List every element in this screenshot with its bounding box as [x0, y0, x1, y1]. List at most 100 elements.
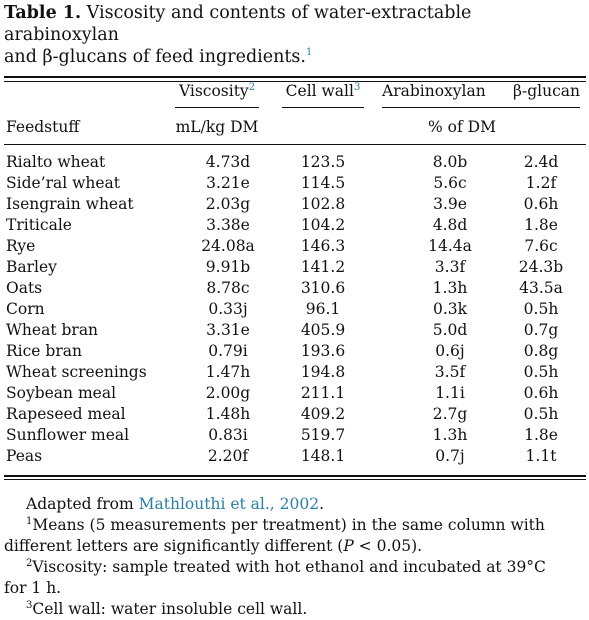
header-cell-wall: Cell wall3: [272, 82, 374, 108]
cell-wall-cell: 193.6: [300, 341, 346, 360]
cell-wall-cell: 104.2: [300, 215, 346, 234]
footnote-1: 1Means (5 measurements per treatment) in…: [26, 515, 545, 534]
arabinoxylan-cell: 0.6j: [435, 341, 465, 360]
units-row: Feedstuff mL/kg DM % of DM: [4, 108, 586, 136]
header-fiber-group: Arabinoxylan β-glucan: [374, 82, 586, 108]
cell-wall-cell: 123.5: [300, 152, 346, 171]
arabinoxylan-cell: 2.7g: [432, 404, 468, 423]
feedstuff-cell: Triticale: [6, 215, 72, 234]
feedstuff-cell: Rye: [6, 236, 36, 255]
beta-glucan-cell: 0.6h: [523, 383, 559, 402]
arabinoxylan-cell: 3.3f: [434, 257, 466, 276]
viscosity-cell: 2.20f: [207, 446, 249, 465]
table-row: Corn 0.33j 96.1 0.3k 0.5h: [4, 298, 586, 319]
arabinoxylan-cell: 5.6c: [433, 173, 467, 192]
caption-label: Table 1.: [4, 3, 82, 23]
viscosity-cell: 8.78c: [206, 278, 250, 297]
beta-glucan-cell: 0.8g: [523, 341, 559, 360]
source-note: Adapted from Mathlouthi et al., 2002.: [26, 495, 325, 513]
footnote-2: 2Viscosity: sample treated with hot etha…: [26, 557, 546, 576]
viscosity-cell: 2.03g: [205, 194, 251, 213]
header-feedstuff: Feedstuff: [6, 118, 80, 136]
table-row: Wheat screenings 1.47h 194.8 3.5f 0.5h: [4, 361, 586, 382]
viscosity-cell: 0.83i: [208, 425, 248, 444]
table-caption: Table 1. Viscosity and contents of water…: [4, 2, 586, 68]
arabinoxylan-cell: 0.3k: [432, 299, 468, 318]
cell-wall-cell: 114.5: [300, 173, 346, 192]
feedstuff-cell: Corn: [6, 299, 45, 318]
cell-wall-cell: 141.2: [300, 257, 346, 276]
feedstuff-cell: Rapeseed meal: [6, 404, 126, 423]
feedstuff-cell: Isengrain wheat: [6, 194, 134, 213]
cell-wall-cell: 96.1: [305, 299, 341, 318]
feedstuff-cell: Rialto wheat: [6, 152, 106, 171]
cell-wall-cell: 211.1: [300, 383, 346, 402]
feedstuff-cell: Side’ral wheat: [6, 173, 121, 192]
cell-wall-cell: 148.1: [300, 446, 346, 465]
arabinoxylan-cell: 5.0d: [432, 320, 468, 339]
feedstuff-cell: Peas: [6, 446, 43, 465]
table-row: Wheat bran 3.31e 405.9 5.0d 0.7g: [4, 319, 586, 340]
table-row: Barley 9.91b 141.2 3.3f 24.3b: [4, 256, 586, 277]
viscosity-cell: 24.08a: [201, 236, 255, 255]
table-row: Soybean meal 2.00g 211.1 1.1i 0.6h: [4, 382, 586, 403]
cell-wall-cell: 519.7: [300, 425, 346, 444]
beta-glucan-cell: 1.2f: [525, 173, 557, 192]
arabinoxylan-cell: 8.0b: [432, 152, 468, 171]
cell-wall-cell: 102.8: [300, 194, 346, 213]
table-row: Triticale 3.38e 104.2 4.8d 1.8e: [4, 214, 586, 235]
feedstuff-cell: Wheat bran: [6, 320, 99, 339]
arabinoxylan-cell: 4.8d: [432, 215, 468, 234]
table-row: Oats 8.78c 310.6 1.3h 43.5a: [4, 277, 586, 298]
viscosity-cell: 3.21e: [206, 173, 250, 192]
cell-wall-cell: 310.6: [300, 278, 346, 297]
data-table-body: Rialto wheat 4.73d 123.5 8.0b 2.4d Side’ral w…: [4, 151, 586, 466]
feedstuff-cell: Rice bran: [6, 341, 82, 360]
table-row: Peas 2.20f 148.1 0.7j 1.1t: [4, 445, 586, 466]
footnote-1-cont: different letters are significantly diff…: [4, 537, 423, 555]
viscosity-cell: 3.31e: [206, 320, 250, 339]
beta-glucan-cell: 0.5h: [523, 362, 559, 381]
beta-glucan-cell: 7.6c: [524, 236, 558, 255]
feedstuff-cell: Soybean meal: [6, 383, 117, 402]
viscosity-cell: 1.47h: [205, 362, 251, 381]
beta-glucan-cell: 0.5h: [523, 404, 559, 423]
bottom-rule-thick: [4, 475, 586, 477]
feedstuff-cell: Barley: [6, 257, 57, 276]
footnote-2-cont: for 1 h.: [4, 579, 62, 597]
top-rule-thick: [4, 76, 586, 78]
feedstuff-cell: Oats: [6, 278, 43, 297]
arabinoxylan-cell: 14.4a: [428, 236, 472, 255]
table-row: Rialto wheat 4.73d 123.5 8.0b 2.4d: [4, 151, 586, 172]
cell-wall-cell: 146.3: [300, 236, 346, 255]
arabinoxylan-cell: 1.3h: [432, 278, 468, 297]
unit-viscosity: mL/kg DM: [175, 118, 259, 136]
cell-wall-cell: 409.2: [300, 404, 346, 423]
table-row: Side’ral wheat 3.21e 114.5 5.6c 1.2f: [4, 172, 586, 193]
table-footnotes: Adapted from Mathlouthi et al., 2002. 1M…: [4, 494, 586, 620]
caption-text-line2: and β-glucans of feed ingredients.: [4, 47, 306, 67]
viscosity-footnote-ref[interactable]: 2: [248, 81, 256, 93]
arabinoxylan-cell: 0.7j: [435, 446, 465, 465]
beta-glucan-cell: 0.7g: [523, 320, 559, 339]
cell-wall-cell: 194.8: [300, 362, 346, 381]
top-rule-thin: [4, 81, 586, 82]
arabinoxylan-cell: 3.5f: [434, 362, 466, 381]
caption-footnote-ref[interactable]: 1: [305, 47, 313, 59]
footnote-3: 3Cell wall: water insoluble cell wall.: [26, 599, 308, 618]
viscosity-cell: 2.00g: [205, 383, 251, 402]
cell-wall-footnote-ref[interactable]: 3: [353, 81, 361, 93]
data-table: Viscosity2 Cell wall3 Arabinoxylan β-glu…: [4, 82, 586, 136]
viscosity-cell: 0.79i: [208, 341, 248, 360]
caption-text-line1: Viscosity and contents of water-extracta…: [4, 3, 472, 45]
table-row: Rice bran 0.79i 193.6 0.6j 0.8g: [4, 340, 586, 361]
beta-glucan-cell: 2.4d: [523, 152, 559, 171]
table-row: Rapeseed meal 1.48h 409.2 2.7g 0.5h: [4, 403, 586, 424]
source-citation-link[interactable]: Mathlouthi et al., 2002: [138, 495, 320, 513]
viscosity-cell: 1.48h: [205, 404, 251, 423]
unit-percent-dm: % of DM: [428, 118, 496, 136]
header-arabinoxylan: Arabinoxylan: [382, 82, 486, 100]
viscosity-cell: 4.73d: [205, 152, 251, 171]
header-row: Viscosity2 Cell wall3 Arabinoxylan β-glu…: [4, 82, 586, 108]
header-beta-glucan: β-glucan: [513, 82, 580, 100]
